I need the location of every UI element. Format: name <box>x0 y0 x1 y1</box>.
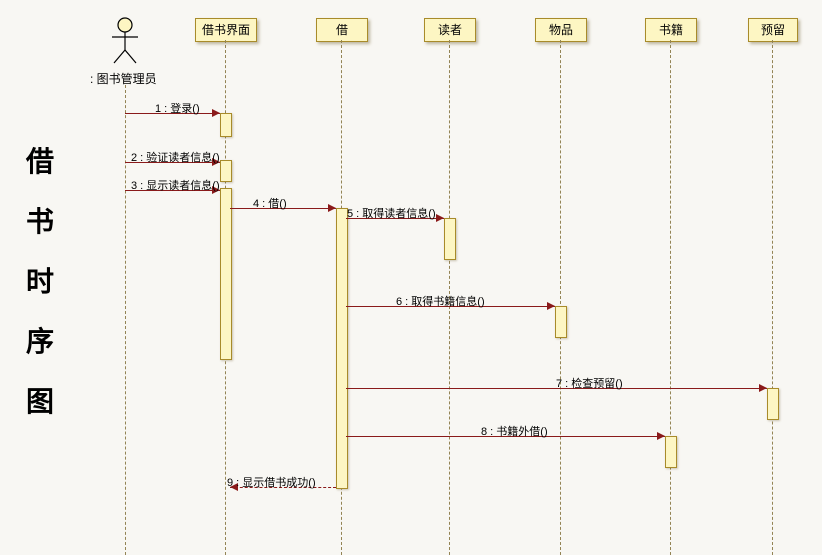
actor-label: : 图书管理员 <box>90 70 157 87</box>
message-label-9: 9 : 显示借书成功() <box>227 474 316 490</box>
message-label-7: 7 : 检查预留() <box>556 375 623 391</box>
activation-reader <box>444 218 456 260</box>
activation-borrow <box>336 208 348 489</box>
message-label-6: 6 : 取得书籍信息() <box>396 293 485 309</box>
message-label-4: 4 : 借() <box>253 195 287 211</box>
activation-ui <box>220 188 232 360</box>
participant-book: 书籍 <box>645 18 697 42</box>
message-label-8: 8 : 书籍外借() <box>481 423 548 439</box>
activation-ui <box>220 113 232 137</box>
title-char-4: 图 <box>26 380 54 420</box>
participant-ui: 借书界面 <box>195 18 257 42</box>
message-arrow-5 <box>436 214 444 222</box>
title-char-3: 序 <box>26 320 54 360</box>
lifeline-book <box>670 40 671 555</box>
activation-item <box>555 306 567 338</box>
participant-borrow: 借 <box>316 18 368 42</box>
lifeline-item <box>560 40 561 555</box>
message-label-3: 3 : 显示读者信息() <box>131 177 220 193</box>
message-arrow-6 <box>547 302 555 310</box>
message-label-5: 5 : 取得读者信息() <box>347 205 436 221</box>
message-arrow-4 <box>328 204 336 212</box>
title-char-2: 时 <box>26 260 54 300</box>
message-label-1: 1 : 登录() <box>155 100 200 116</box>
message-arrow-1 <box>212 109 220 117</box>
actor-lifeline <box>125 85 126 555</box>
actor-icon <box>110 17 140 67</box>
participant-reserve: 预留 <box>748 18 798 42</box>
message-arrow-7 <box>759 384 767 392</box>
participant-reader: 读者 <box>424 18 476 42</box>
activation-reserve <box>767 388 779 420</box>
sequence-diagram: 借 书 时 序 图 : 图书管理员 借书界面 借 读者 物品 书籍 预留 1 :… <box>0 0 822 555</box>
message-arrow-8 <box>657 432 665 440</box>
activation-ui <box>220 160 232 182</box>
participant-item: 物品 <box>535 18 587 42</box>
activation-book <box>665 436 677 468</box>
message-label-2: 2 : 验证读者信息() <box>131 149 220 165</box>
title-char-1: 书 <box>26 200 54 240</box>
title-char-0: 借 <box>26 140 54 180</box>
lifeline-reserve <box>772 40 773 555</box>
